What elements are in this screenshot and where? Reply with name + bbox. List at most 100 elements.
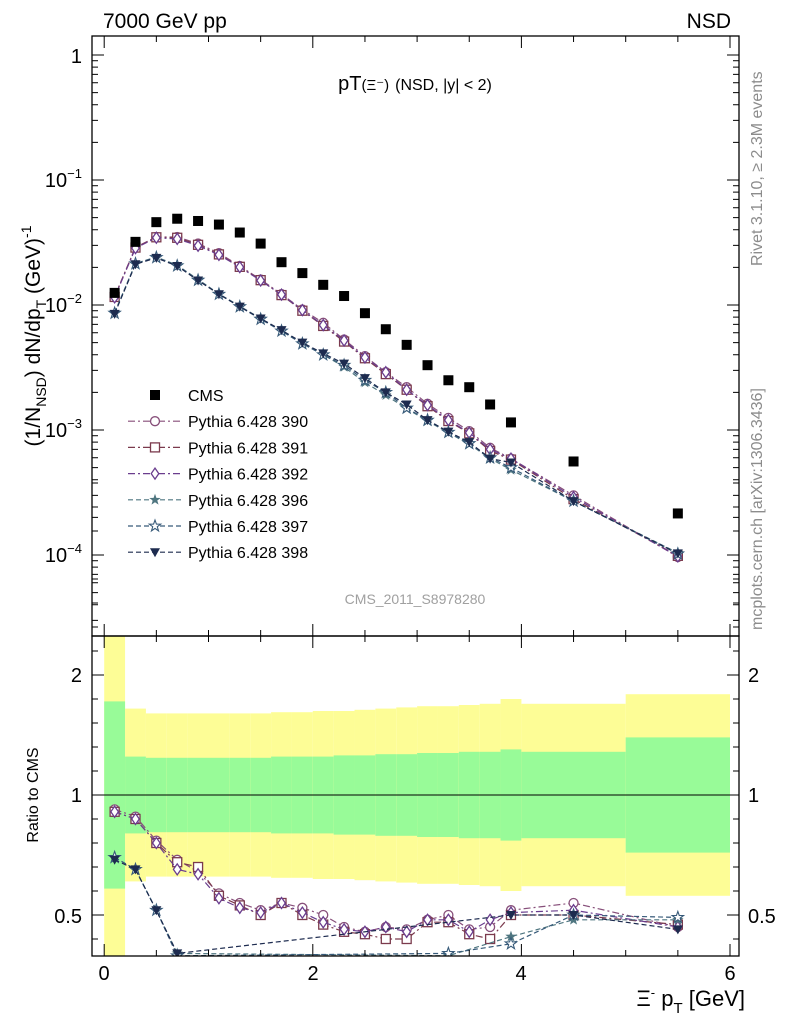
ratio-series-line <box>114 808 679 933</box>
main-data-point <box>380 324 391 335</box>
ratio-data-point <box>151 906 162 916</box>
ratio-series-line <box>114 811 678 940</box>
ratio-series-line <box>114 811 678 933</box>
legend-label: Pythia 6.428 390 <box>188 414 308 431</box>
main-data-point <box>485 399 496 410</box>
ratio-data-point <box>503 936 519 951</box>
main-data-point <box>213 219 224 230</box>
main-data-point <box>255 314 266 324</box>
ratio-data-point <box>380 933 391 945</box>
rivet-label: Rivet 3.1.10, ≥ 2.3M events <box>749 71 766 266</box>
plot-title-particle: (Ξ⁻) <box>361 77 389 94</box>
ratio-data-point <box>464 925 474 939</box>
main-data-point <box>172 213 183 224</box>
main-data-point <box>234 227 245 238</box>
ratio-data-point <box>214 891 224 905</box>
ratio-y-tick-labels: 0.5 1 2 0.5 1 2 <box>54 665 776 928</box>
main-data-point <box>485 454 496 464</box>
main-data-point <box>151 253 162 263</box>
legend-label: Pythia 6.428 392 <box>188 467 308 484</box>
ratio-data-point <box>172 862 182 877</box>
ratio-data-point <box>443 913 453 927</box>
main-data-point <box>359 374 370 384</box>
main-data-point <box>443 375 454 386</box>
legend-marker <box>149 416 161 427</box>
main-data-point <box>402 383 412 397</box>
main-data-point <box>505 458 516 468</box>
ratio-data-point <box>339 922 349 937</box>
ratio-data-point <box>318 915 328 929</box>
legend-item: Pythia 6.428 397 <box>128 518 308 536</box>
main-data-point <box>256 273 266 288</box>
main-data-point <box>276 326 287 336</box>
ratio-data-point <box>276 896 287 910</box>
ratio-data-point <box>568 911 579 920</box>
main-data-point <box>505 417 516 428</box>
y-tick-label-1e-1: 10−1 <box>45 166 82 192</box>
main-data-point <box>318 349 329 359</box>
ratio-y-axis-label: Ratio to CMS <box>25 747 42 842</box>
main-data-point <box>464 382 475 393</box>
ratio-tick-0.5-right: 0.5 <box>748 906 776 928</box>
legend-item: CMS <box>150 388 224 405</box>
legend-label: Pythia 6.428 396 <box>188 493 308 510</box>
main-data-point <box>360 350 370 365</box>
legend-label: CMS <box>188 388 224 405</box>
legend-item: Pythia 6.428 398 <box>128 545 308 562</box>
main-data-point <box>214 248 224 262</box>
main-series-line <box>114 237 679 557</box>
x-tick-label-0: 0 <box>98 963 109 985</box>
main-data-point <box>380 388 391 398</box>
main-data-point <box>151 231 161 245</box>
plot-title-extra: (NSD, |y| < 2) <box>395 77 492 94</box>
main-data-point <box>568 497 579 507</box>
y-tick-label-1e-2: 10−2 <box>45 291 82 317</box>
ratio-data-point <box>235 901 245 915</box>
main-data-point <box>422 398 433 412</box>
main-data-point <box>443 427 454 437</box>
ratio-data-point <box>151 836 161 850</box>
y-tick-label-1e-3: 10−3 <box>45 416 82 442</box>
y-tick-label-1e-4: 10−4 <box>45 541 82 567</box>
ratio-series-pythia-6-428-398 <box>109 855 683 956</box>
ratio-data-point <box>110 805 120 819</box>
main-data-point <box>672 549 683 559</box>
main-series-pythia-6-428-398 <box>109 253 683 559</box>
legend-item: Pythia 6.428 391 <box>128 440 308 457</box>
ratio-series-line <box>114 856 678 956</box>
ratio-tick-1-right: 1 <box>748 785 759 807</box>
main-data-point <box>464 438 475 448</box>
main-data-point <box>422 416 433 426</box>
ratio-tick-1-left: 1 <box>71 785 82 807</box>
main-data-point <box>297 268 308 279</box>
legend-label: Pythia 6.428 391 <box>188 440 308 457</box>
ratio-data-point <box>672 925 683 935</box>
main-data-point <box>359 308 370 319</box>
ratio-data-point <box>670 909 686 924</box>
x-tick-label-6: 6 <box>724 963 735 985</box>
main-data-point <box>401 400 412 410</box>
analysis-label: CMS_2011_S8978280 <box>345 591 486 607</box>
main-series-line <box>114 256 679 555</box>
ratio-data-point <box>130 812 141 826</box>
main-data-point <box>193 239 203 253</box>
ratio-data-point <box>422 913 433 927</box>
main-series-line <box>114 256 679 554</box>
main-data-point <box>276 257 287 268</box>
legend-item: Pythia 6.428 396 <box>128 493 308 510</box>
main-y-tick-labels: 1 10−1 10−2 10−3 10−4 <box>45 46 82 567</box>
axis-ticks <box>92 36 739 956</box>
ratio-data-point <box>297 905 307 920</box>
main-data-point <box>339 291 350 302</box>
main-data-point <box>401 339 412 350</box>
plot-title-main: pT <box>338 73 361 95</box>
main-data-point <box>172 262 183 272</box>
ratio-data-point <box>256 905 266 920</box>
legend-marker <box>150 466 160 481</box>
ratio-plot-series <box>107 804 686 956</box>
ratio-data-point <box>402 925 412 939</box>
main-data-point <box>318 279 329 290</box>
header-right: NSD <box>687 10 731 33</box>
main-data-point <box>339 333 349 348</box>
